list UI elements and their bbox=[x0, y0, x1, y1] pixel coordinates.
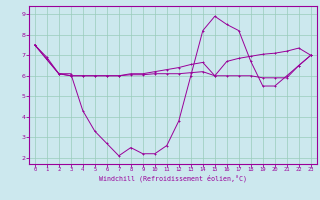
X-axis label: Windchill (Refroidissement éolien,°C): Windchill (Refroidissement éolien,°C) bbox=[99, 175, 247, 182]
